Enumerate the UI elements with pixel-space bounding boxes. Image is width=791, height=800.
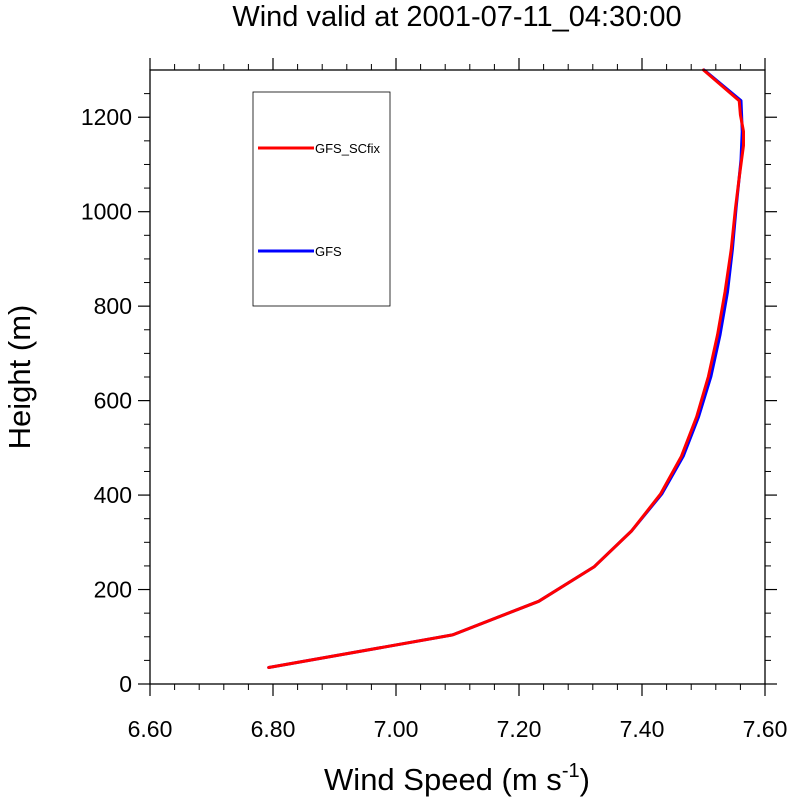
x-tick-label: 6.60 (128, 716, 173, 742)
legend-label-gfs: GFS (315, 244, 342, 259)
y-tick-label: 800 (94, 293, 132, 319)
y-tick-label: 400 (94, 482, 132, 508)
y-axis-label: Height (m) (2, 305, 37, 450)
y-tick-labels: 0 200 400 600 800 1000 1200 (81, 104, 132, 697)
y-tick-label: 600 (94, 388, 132, 414)
series-line-gfs-scfix (267, 68, 745, 669)
x-tick-label: 7.60 (743, 716, 788, 742)
x-tick-label: 7.20 (497, 716, 542, 742)
y-tick-label: 0 (119, 671, 132, 697)
legend: GFS_SCfix GFS (252, 91, 391, 307)
plot-area-frame (149, 69, 766, 685)
x-tick-label: 7.00 (374, 716, 419, 742)
x-axis-label-superscript: -1 (562, 760, 580, 782)
chart-title: Wind valid at 2001-07-11_04:30:00 (232, 1, 681, 33)
y-tick-label: 1200 (81, 104, 132, 130)
x-axis-label-suffix: ) (580, 762, 590, 797)
x-tick-label: 6.80 (251, 716, 296, 742)
y-tick-label: 1000 (81, 199, 132, 225)
x-axis-label-main: Wind Speed (m s (324, 762, 562, 797)
x-axis-label: Wind Speed (m s-1) (324, 760, 590, 797)
series-lines (267, 68, 745, 669)
x-tick-label: 7.40 (620, 716, 665, 742)
y-tick-label: 200 (94, 577, 132, 603)
x-tick-labels: 6.60 6.80 7.00 7.20 7.40 7.60 (128, 716, 788, 742)
legend-label-gfs-scfix: GFS_SCfix (315, 141, 381, 156)
tick-marks (138, 58, 777, 696)
legend-box (252, 91, 391, 307)
